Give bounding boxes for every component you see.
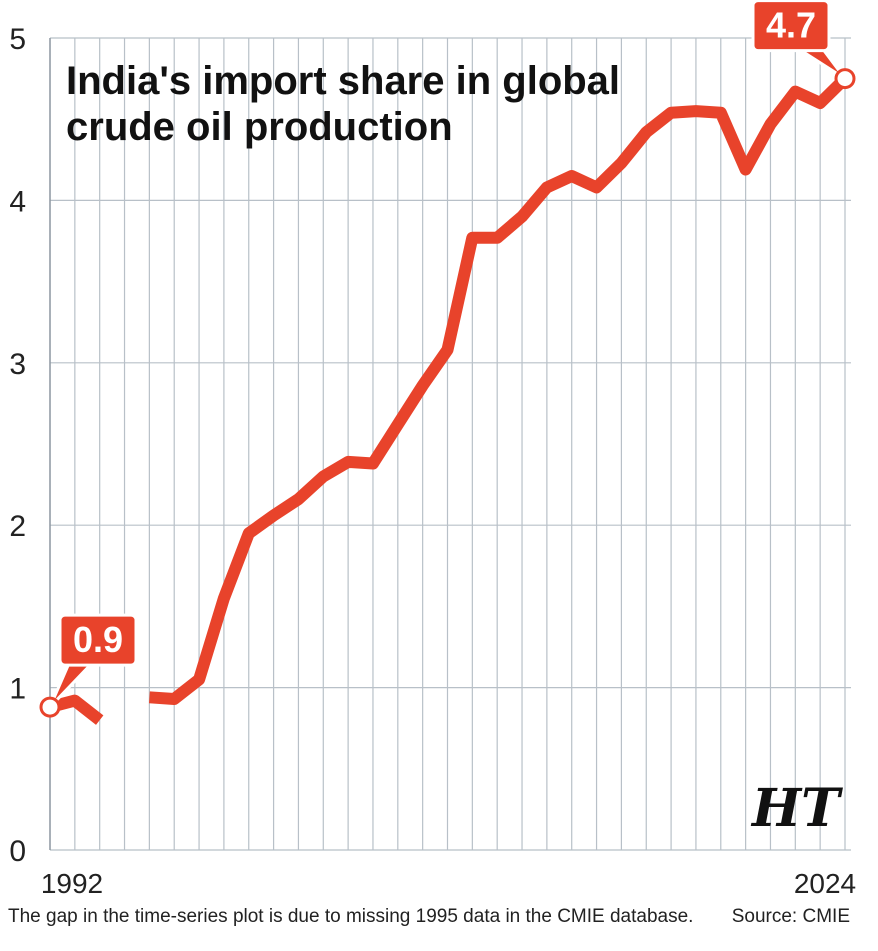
callout-box (751, 0, 831, 53)
series-line (148, 74, 850, 705)
callout-box (58, 613, 138, 667)
x-tick-label: 1992 (41, 868, 103, 899)
callout-label: 0.9 (73, 619, 123, 660)
grid (49, 37, 851, 851)
y-tick-label: 5 (9, 23, 26, 56)
chart-title-line: India's import share in global (66, 59, 620, 103)
line-chart: 0 1 2 3 4 5 1992 2024 India's import share in … (9, 0, 856, 899)
y-tick-label: 3 (9, 348, 26, 381)
ht-logo: HT (750, 778, 843, 839)
x-tick-label: 2024 (794, 868, 856, 899)
chart-title-line: crude oil production (66, 105, 453, 149)
footnote: The gap in the time-series plot is due t… (8, 906, 694, 927)
y-axis-ticks: 0 1 2 3 4 5 (9, 23, 26, 868)
endpoint-marker (39, 696, 61, 718)
x-axis-ticks: 1992 2024 (41, 868, 856, 899)
y-tick-label: 4 (9, 185, 26, 218)
endpoint-marker (834, 68, 856, 90)
annotations: 0.9 4.7 (39, 0, 856, 718)
y-tick-label: 1 (9, 673, 26, 706)
source-note: Source: CMIE (731, 906, 850, 927)
callout-label: 4.7 (766, 5, 816, 46)
y-tick-label: 2 (9, 510, 26, 543)
y-tick-label: 0 (9, 835, 26, 868)
footer: The gap in the time-series plot is due t… (0, 906, 878, 946)
